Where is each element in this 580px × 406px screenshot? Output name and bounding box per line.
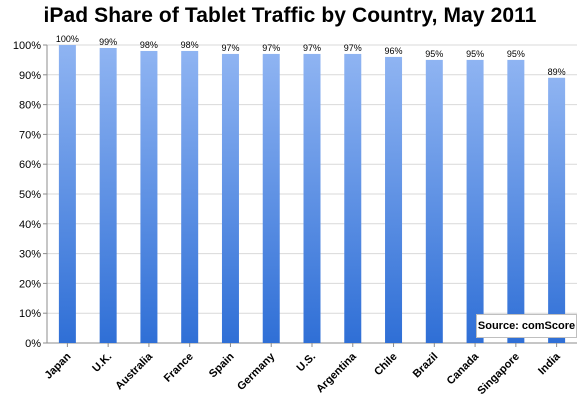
bar-france — [181, 50, 199, 344]
x-tick-label: Germany — [235, 350, 278, 393]
bar-brazil — [425, 59, 443, 344]
bar-singapore — [507, 59, 525, 344]
x-tick-label: Argentina — [314, 350, 359, 395]
x-tick-label: Spain — [207, 350, 237, 380]
data-label: 99% — [99, 37, 117, 47]
bar-spain — [221, 53, 239, 343]
x-tick-label: France — [162, 351, 196, 385]
y-tick-label: 70% — [19, 129, 41, 141]
y-tick-label: 40% — [19, 219, 41, 231]
data-label: 97% — [221, 43, 239, 53]
data-label: 97% — [303, 43, 321, 53]
x-tick-label: India — [536, 350, 563, 377]
x-tick-label: U.S. — [294, 351, 318, 375]
bar-uk — [99, 47, 117, 343]
y-tick-label: 20% — [19, 278, 41, 290]
bar-australia — [140, 50, 158, 344]
chart-title: iPad Share of Tablet Traffic by Country,… — [43, 4, 537, 27]
y-tick-label: 100% — [13, 40, 41, 52]
bar-us — [303, 53, 321, 343]
data-label: 97% — [344, 43, 362, 53]
data-label: 98% — [140, 40, 158, 50]
data-label: 96% — [385, 46, 403, 56]
x-tick-label: Brazil — [411, 351, 441, 381]
data-label: 95% — [425, 49, 443, 59]
y-tick-label: 0% — [25, 338, 41, 350]
bar-canada — [466, 59, 484, 344]
data-label: 95% — [466, 49, 484, 59]
x-tick-label: Singapore — [475, 351, 522, 398]
bar-germany — [262, 53, 280, 343]
data-label: 97% — [262, 43, 280, 53]
x-tick-label: Australia — [113, 350, 155, 392]
y-tick-label: 30% — [19, 249, 41, 261]
bar-chile — [385, 56, 403, 344]
bar-india — [548, 77, 566, 343]
data-label: 98% — [181, 40, 199, 50]
x-tick-label: Japan — [43, 350, 74, 381]
x-tick-label: U.K. — [90, 351, 114, 375]
y-tick-label: 50% — [19, 189, 41, 201]
x-tick-label: Canada — [445, 350, 482, 387]
bar-japan — [58, 45, 76, 343]
bar-argentina — [344, 53, 362, 343]
data-label: 89% — [548, 67, 566, 77]
data-label: 100% — [56, 34, 79, 44]
source-annotation: Source: comScore — [476, 314, 577, 338]
data-label: 95% — [507, 49, 525, 59]
x-tick-label: Chile — [372, 351, 400, 379]
y-tick-label: 80% — [19, 100, 41, 112]
y-tick-label: 10% — [19, 308, 41, 320]
y-tick-label: 60% — [19, 159, 41, 171]
y-tick-label: 90% — [19, 70, 41, 82]
